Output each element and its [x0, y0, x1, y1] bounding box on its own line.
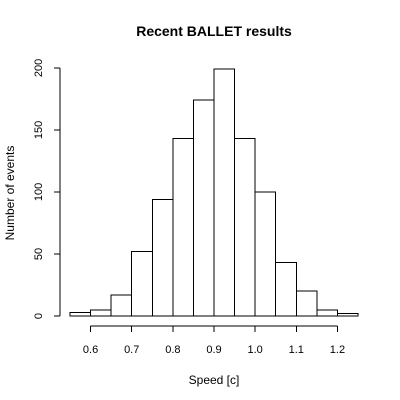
x-axis: 0.6 0.7 0.8 0.9 1.0 1.1 1.2 — [83, 325, 345, 356]
histogram-bar — [151, 198, 174, 317]
chart-title: Recent BALLET results — [136, 23, 292, 39]
histogram-bar — [69, 311, 92, 317]
y-tick-label: 0 — [33, 313, 45, 319]
histogram-bar — [192, 99, 215, 317]
y-tick-label: 150 — [33, 121, 45, 139]
histogram-bar — [336, 313, 359, 317]
histogram-bar — [213, 68, 236, 317]
x-tick-label: 0.6 — [83, 344, 98, 356]
x-tick-label: 0.9 — [206, 344, 221, 356]
x-tick-label: 0.8 — [165, 344, 180, 356]
x-tick-label: 1.0 — [247, 344, 262, 356]
y-axis-label: Number of events — [3, 146, 17, 241]
y-tick-label: 50 — [33, 248, 45, 260]
y-tick-label: 100 — [33, 183, 45, 201]
x-tick-label: 1.2 — [330, 344, 345, 356]
x-tick-label: 1.1 — [289, 344, 304, 356]
histogram-bar — [316, 309, 338, 317]
histogram-bar — [172, 138, 194, 317]
histogram-bar — [275, 262, 297, 317]
histogram-bar — [110, 294, 133, 317]
x-tick-label: 0.7 — [124, 344, 139, 356]
y-axis: 0 50 100 150 200 — [33, 59, 61, 319]
histogram-bar — [90, 309, 112, 317]
x-axis-label: Speed [c] — [189, 373, 240, 387]
y-tick-label: 200 — [33, 59, 45, 77]
histogram-bars — [69, 68, 359, 317]
histogram-bar — [131, 251, 153, 317]
histogram-bar — [295, 290, 318, 317]
histogram-bar — [234, 138, 256, 317]
histogram-bar — [254, 191, 277, 317]
